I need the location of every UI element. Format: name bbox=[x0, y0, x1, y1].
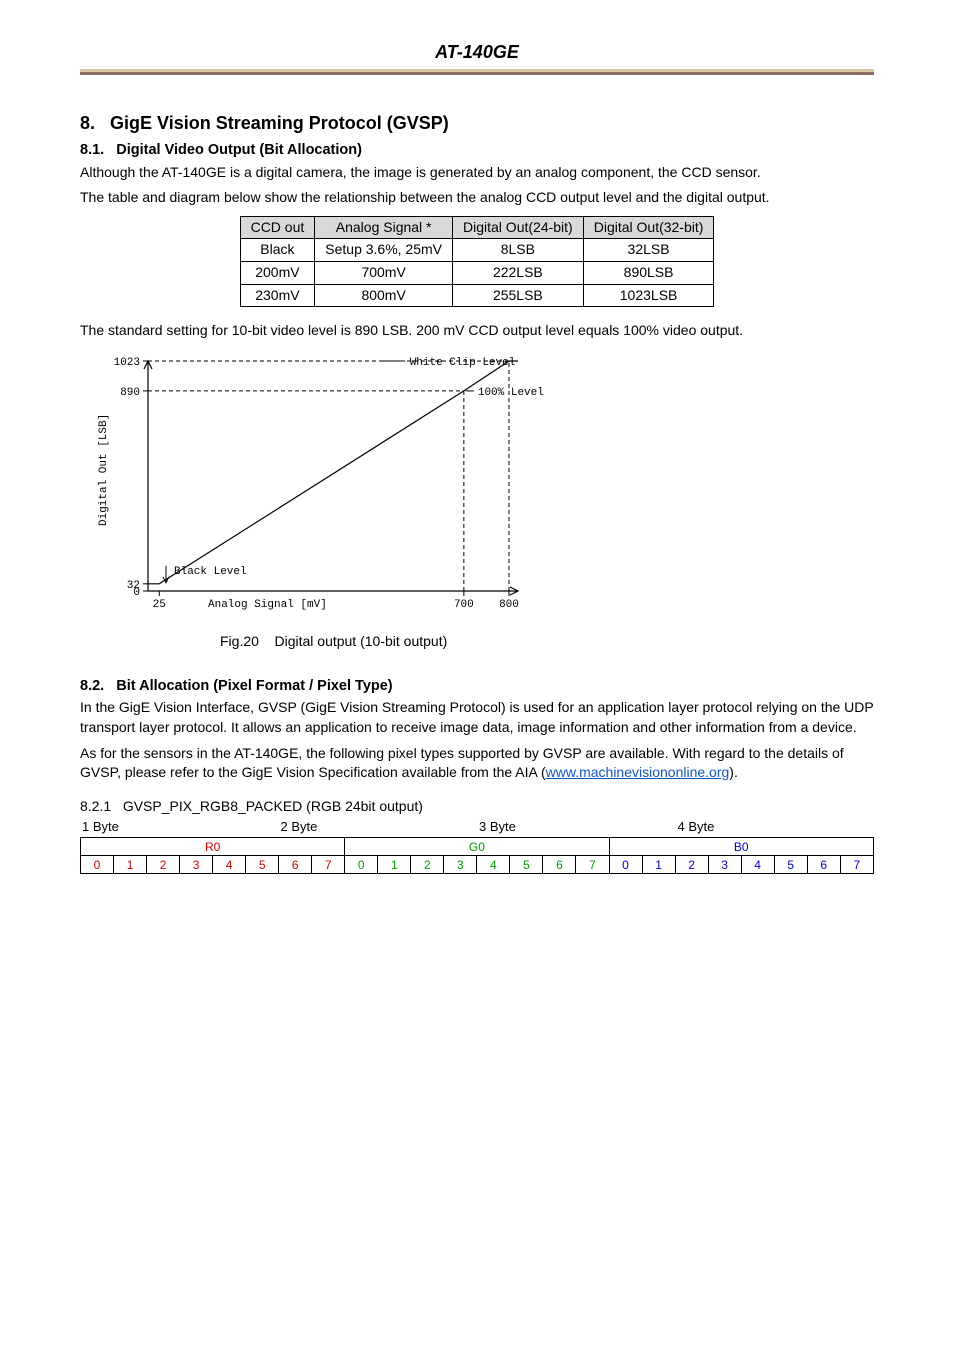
section-8-2-para-2: As for the sensors in the AT-140GE, the … bbox=[80, 744, 874, 783]
table-cell: 255LSB bbox=[453, 284, 584, 307]
packed-bit-cell: 2 bbox=[675, 856, 708, 874]
packed-bit-cell: 2 bbox=[411, 856, 444, 874]
svg-text:700: 700 bbox=[454, 599, 474, 611]
header-rule bbox=[80, 69, 874, 75]
table-cell: 200mV bbox=[240, 262, 315, 285]
section-8-2-heading: 8.2. Bit Allocation (Pixel Format / Pixe… bbox=[80, 676, 874, 696]
section-8-1-para-1: Although the AT-140GE is a digital camer… bbox=[80, 163, 874, 183]
packed-bit-cell: 5 bbox=[510, 856, 543, 874]
section-8-1-para-2: The table and diagram below show the rel… bbox=[80, 188, 874, 208]
packed-bit-cell: 3 bbox=[444, 856, 477, 874]
table-cell: 890LSB bbox=[583, 262, 714, 285]
byte-label-3: 3 Byte bbox=[477, 818, 676, 837]
packed-bit-cell: 6 bbox=[807, 856, 840, 874]
packed-bit-cell: 7 bbox=[840, 856, 873, 874]
packed-bits-row: 012345670123456701234567 bbox=[81, 856, 874, 874]
post-table-para: The standard setting for 10-bit video le… bbox=[80, 321, 874, 341]
rgb8-packed-table: R0 G0 B0 012345670123456701234567 bbox=[80, 837, 874, 874]
packed-bit-cell: 0 bbox=[345, 856, 378, 874]
section-8-1-heading: 8.1. Digital Video Output (Bit Allocatio… bbox=[80, 140, 874, 160]
packed-bit-cell: 4 bbox=[213, 856, 246, 874]
table-cell: 222LSB bbox=[453, 262, 584, 285]
packed-bit-cell: 5 bbox=[246, 856, 279, 874]
packed-channel-g: G0 bbox=[345, 838, 609, 856]
table-cell: 800mV bbox=[315, 284, 453, 307]
table-cell: 32LSB bbox=[583, 239, 714, 262]
packed-bit-cell: 1 bbox=[378, 856, 411, 874]
packed-bit-cell: 0 bbox=[609, 856, 642, 874]
packed-bit-cell: 1 bbox=[114, 856, 147, 874]
packed-channel-r: R0 bbox=[81, 838, 345, 856]
table-row: 230mV800mV255LSB1023LSB bbox=[240, 284, 714, 307]
table-row: BlackSetup 3.6%, 25mV8LSB32LSB bbox=[240, 239, 714, 262]
byte-label-row: 1 Byte 2 Byte 3 Byte 4 Byte bbox=[80, 818, 874, 837]
section-8-2-1-title: GVSP_PIX_RGB8_PACKED (RGB 24bit output) bbox=[123, 798, 423, 814]
ccd-col-1: Analog Signal * bbox=[315, 216, 453, 239]
byte-label-2: 2 Byte bbox=[279, 818, 478, 837]
section-8-title: GigE Vision Streaming Protocol (GVSP) bbox=[110, 113, 449, 133]
section-8-2-title: Bit Allocation (Pixel Format / Pixel Typ… bbox=[116, 678, 392, 694]
packed-bit-cell: 7 bbox=[576, 856, 609, 874]
table-cell: 1023LSB bbox=[583, 284, 714, 307]
svg-text:1023: 1023 bbox=[114, 357, 140, 369]
section-8-2-1-num: 8.2.1 bbox=[80, 798, 111, 814]
section-8-1-title: Digital Video Output (Bit Allocation) bbox=[116, 142, 362, 158]
packed-channel-row: R0 G0 B0 bbox=[81, 838, 874, 856]
digital-output-chart: 032890102325700800Black LevelWhite Clip … bbox=[90, 349, 874, 625]
section-8-heading: 8. GigE Vision Streaming Protocol (GVSP) bbox=[80, 111, 874, 136]
svg-text:890: 890 bbox=[120, 387, 140, 399]
table-cell: 8LSB bbox=[453, 239, 584, 262]
section-8-2-para-2b: ). bbox=[729, 764, 738, 780]
section-8-2-para-1: In the GigE Vision Interface, GVSP (GigE… bbox=[80, 698, 874, 737]
svg-text:25: 25 bbox=[153, 599, 166, 611]
ccd-col-2: Digital Out(24-bit) bbox=[453, 216, 584, 239]
byte-label-1: 1 Byte bbox=[80, 818, 279, 837]
aia-link[interactable]: www.machinevisiononline.org bbox=[546, 764, 730, 780]
ccd-col-0: CCD out bbox=[240, 216, 315, 239]
table-header-row: CCD out Analog Signal * Digital Out(24-b… bbox=[240, 216, 714, 239]
svg-text:100% Level: 100% Level bbox=[478, 387, 544, 399]
svg-text:32: 32 bbox=[127, 580, 140, 592]
figure-20-text: Digital output (10-bit output) bbox=[274, 633, 447, 649]
packed-bit-cell: 1 bbox=[642, 856, 675, 874]
svg-text:Digital Out [LSB]: Digital Out [LSB] bbox=[98, 414, 110, 526]
packed-bit-cell: 7 bbox=[312, 856, 345, 874]
table-cell: 230mV bbox=[240, 284, 315, 307]
packed-bit-cell: 4 bbox=[741, 856, 774, 874]
packed-bit-cell: 5 bbox=[774, 856, 807, 874]
ccd-output-table: CCD out Analog Signal * Digital Out(24-b… bbox=[240, 216, 715, 307]
section-8-2-1-heading: 8.2.1 GVSP_PIX_RGB8_PACKED (RGB 24bit ou… bbox=[80, 797, 874, 817]
svg-text:Analog Signal [mV]: Analog Signal [mV] bbox=[208, 599, 327, 611]
svg-text:800: 800 bbox=[499, 599, 519, 611]
packed-bit-cell: 6 bbox=[543, 856, 576, 874]
figure-20-caption: Fig.20 Digital output (10-bit output) bbox=[220, 632, 874, 652]
packed-bit-cell: 3 bbox=[180, 856, 213, 874]
section-8-2-num: 8.2. bbox=[80, 678, 104, 694]
document-title: AT-140GE bbox=[435, 42, 519, 62]
table-cell: Black bbox=[240, 239, 315, 262]
svg-text:White Clip Level: White Clip Level bbox=[410, 357, 516, 369]
packed-bit-cell: 0 bbox=[81, 856, 114, 874]
figure-20-label: Fig.20 bbox=[220, 633, 259, 649]
table-row: 200mV700mV222LSB890LSB bbox=[240, 262, 714, 285]
section-8-1-num: 8.1. bbox=[80, 142, 104, 158]
section-8-num: 8. bbox=[80, 113, 95, 133]
table-cell: Setup 3.6%, 25mV bbox=[315, 239, 453, 262]
packed-bit-cell: 2 bbox=[147, 856, 180, 874]
byte-label-4: 4 Byte bbox=[676, 818, 875, 837]
document-header: AT-140GE bbox=[80, 40, 874, 65]
chart-svg: 032890102325700800Black LevelWhite Clip … bbox=[90, 349, 550, 619]
packed-bit-cell: 3 bbox=[708, 856, 741, 874]
packed-channel-b: B0 bbox=[609, 838, 874, 856]
packed-bit-cell: 4 bbox=[477, 856, 510, 874]
packed-bit-cell: 6 bbox=[279, 856, 312, 874]
table-cell: 700mV bbox=[315, 262, 453, 285]
ccd-col-3: Digital Out(32-bit) bbox=[583, 216, 714, 239]
svg-text:Black Level: Black Level bbox=[174, 566, 247, 578]
